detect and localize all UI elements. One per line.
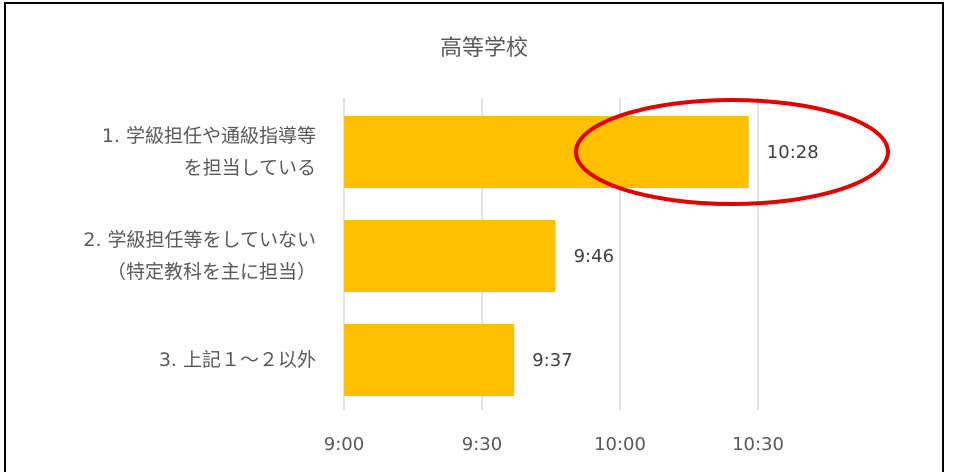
value-labels: 10:28 9:46 9:37 bbox=[532, 142, 818, 371]
x-tick-labels: 9:00 9:30 10:00 10:30 bbox=[324, 434, 784, 455]
category-label: を担当している bbox=[184, 157, 316, 179]
bars bbox=[344, 116, 749, 396]
annotations bbox=[574, 98, 890, 206]
highlight-ellipse bbox=[574, 98, 890, 206]
category-label: 3. 上記１～２以外 bbox=[159, 349, 316, 371]
category-label: 2. 学級担任等をしていない bbox=[83, 229, 316, 251]
category-label: （特定教科を主に担当） bbox=[107, 261, 316, 283]
x-tick-label: 9:00 bbox=[324, 434, 364, 455]
bar-value-label: 10:28 bbox=[767, 142, 819, 163]
bar-value-label: 9:46 bbox=[574, 246, 614, 267]
bar bbox=[344, 116, 749, 188]
x-tick-label: 9:30 bbox=[462, 434, 502, 455]
bar-value-label: 9:37 bbox=[532, 350, 572, 371]
x-tick-label: 10:30 bbox=[732, 434, 784, 455]
x-tick-label: 10:00 bbox=[594, 434, 646, 455]
chart-title: 高等学校 bbox=[440, 36, 528, 61]
bar bbox=[344, 324, 515, 396]
bar bbox=[344, 220, 556, 292]
category-label: 1. 学級担任や通級指導等 bbox=[102, 125, 316, 147]
